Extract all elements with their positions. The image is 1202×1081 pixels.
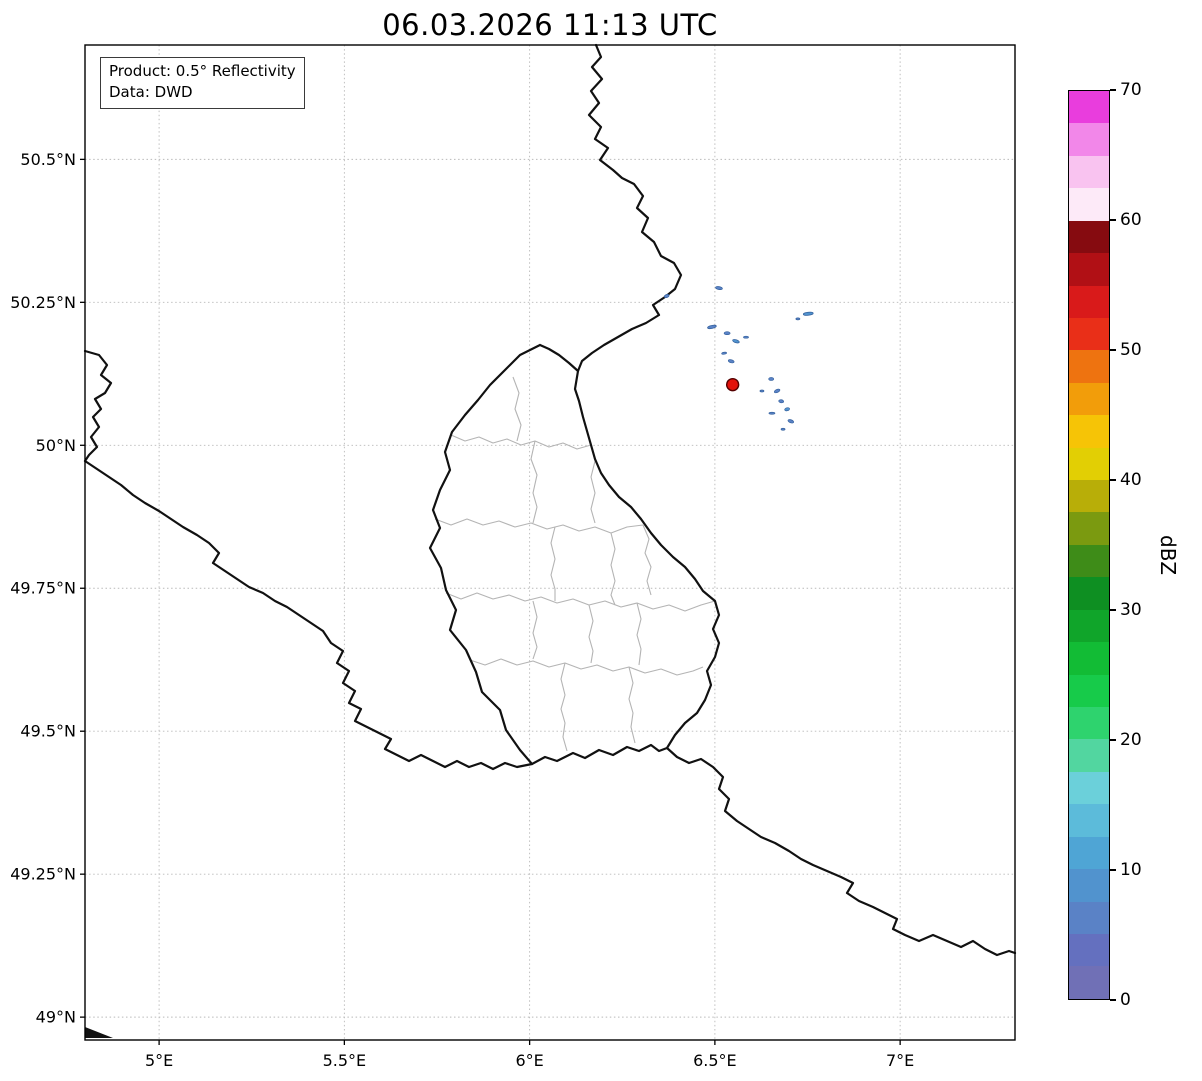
colorbar-tick-label: 40 [1120, 470, 1142, 490]
colorbar-segment [1069, 933, 1109, 967]
y-axis-tick-label: 50.5°N [20, 150, 76, 169]
colorbar-segment [1069, 544, 1109, 578]
product-info-box: Product: 0.5° Reflectivity Data: DWD [100, 57, 305, 109]
map-area [83, 43, 1017, 1041]
y-axis-tick-label: 49.25°N [10, 865, 76, 884]
radar-echo [778, 399, 785, 404]
colorbar-segment [1069, 91, 1109, 124]
y-axis-tick-label: 49°N [36, 1008, 76, 1027]
colorbar-segment [1069, 123, 1109, 156]
x-axis-tick-label: 6°E [515, 1051, 543, 1070]
product-label: Product: 0.5° Reflectivity [109, 62, 296, 80]
y-axis-tick-label: 49.75°N [10, 579, 76, 598]
colorbar-tick-label: 10 [1120, 860, 1142, 880]
radar-echo [768, 377, 775, 381]
radar-echo [780, 427, 786, 431]
radar-echo [723, 331, 731, 336]
radar-echo [707, 324, 717, 330]
colorbar-segment [1069, 382, 1109, 416]
colorbar-segment [1069, 674, 1109, 708]
colorbar-tick [1110, 869, 1116, 871]
data-source-label: Data: DWD [109, 83, 193, 102]
radar-site-marker [725, 377, 740, 392]
colorbar-segment [1069, 836, 1109, 870]
radar-echo [802, 311, 814, 316]
plot-frame [84, 44, 1016, 1041]
belgium-france-border-path [83, 349, 534, 771]
radar-echo [787, 419, 795, 424]
colorbar-tick [1110, 609, 1116, 611]
colorbar-segment [1069, 642, 1109, 675]
colorbar-tick-label: 50 [1120, 340, 1142, 360]
colorbar-segment [1069, 966, 1109, 999]
colorbar-segment [1069, 707, 1109, 740]
colorbar-segment [1069, 577, 1109, 610]
colorbar-segment [1069, 447, 1109, 481]
colorbar [1068, 90, 1110, 1000]
colorbar-unit-label: dBZ [1156, 534, 1180, 576]
colorbar-segment [1069, 480, 1109, 513]
colorbar-tick [1110, 89, 1116, 91]
radar-echo [732, 339, 740, 344]
colorbar-segment [1069, 512, 1109, 545]
colorbar-segment [1069, 739, 1109, 772]
radar-echo [795, 317, 801, 321]
colorbar-tick-label: 30 [1120, 600, 1142, 620]
colorbar-segment [1069, 188, 1109, 221]
colorbar-tick [1110, 349, 1116, 351]
colorbar-segment [1069, 804, 1109, 837]
radar-echo [743, 335, 749, 339]
radar-echo [773, 388, 781, 394]
luxembourg-border-path [428, 343, 721, 766]
canton-borders [434, 376, 716, 752]
y-axis-tick-label: 49.5°N [20, 722, 76, 741]
colorbar-segment [1069, 220, 1109, 254]
colorbar-tick [1110, 219, 1116, 221]
graticule-gridlines [85, 45, 1015, 1040]
axis-ticks-and-labels: 5°E 5.5°E 6°E 6.5°E 7°E 49°N 49.25°N 49.5°N 49.7… [10, 150, 914, 1070]
radar-echo [663, 294, 670, 299]
colorbar-segment [1069, 155, 1109, 189]
y-axis-tick-label: 50.25°N [10, 293, 76, 312]
radar-echo [784, 407, 790, 412]
border-corner-fragment [85, 1027, 113, 1038]
radar-echo [715, 286, 723, 290]
colorbar-tick [1110, 479, 1116, 481]
colorbar-tick-label: 60 [1120, 210, 1142, 230]
france-germany-border-path [665, 746, 1017, 957]
colorbar-tick [1110, 999, 1116, 1001]
x-axis-tick-label: 7°E [886, 1051, 914, 1070]
radar-echo [768, 411, 776, 415]
radar-echo-layer [663, 286, 814, 431]
colorbar-tick-label: 0 [1120, 990, 1131, 1010]
colorbar-segment [1069, 901, 1109, 934]
colorbar-segment [1069, 285, 1109, 318]
colorbar-segment [1069, 869, 1109, 902]
radar-echo [759, 389, 765, 393]
y-axis-tick-label: 50°N [36, 436, 76, 455]
colorbar-segment [1069, 415, 1109, 448]
page-title: 06.03.2026 11:13 UTC [382, 8, 718, 42]
radar-echo [721, 351, 727, 355]
colorbar-segment [1069, 317, 1109, 351]
x-axis-tick-label: 6.5°E [693, 1051, 737, 1070]
belgium-germany-border-path [576, 43, 683, 373]
colorbar-segment [1069, 771, 1109, 805]
radar-site-layer [725, 377, 740, 392]
colorbar-tick-label: 20 [1120, 730, 1142, 750]
colorbar-segment [1069, 350, 1109, 383]
x-axis-tick-label: 5°E [145, 1051, 173, 1070]
colorbar-segment [1069, 253, 1109, 286]
colorbar-tick-label: 70 [1120, 80, 1142, 100]
colorbar-segment [1069, 609, 1109, 643]
radar-echo [727, 359, 735, 364]
x-axis-tick-label: 5.5°E [323, 1051, 367, 1070]
colorbar-tick [1110, 739, 1116, 741]
